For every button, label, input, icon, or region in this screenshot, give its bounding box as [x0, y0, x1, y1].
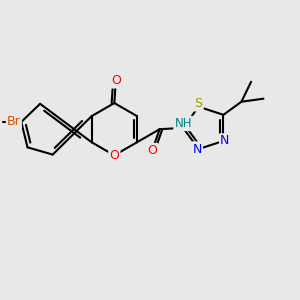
Text: O: O: [147, 144, 157, 157]
Text: O: O: [111, 74, 121, 87]
Text: N: N: [220, 134, 230, 148]
Text: S: S: [194, 97, 202, 110]
Text: O: O: [110, 149, 119, 162]
Text: Br: Br: [7, 116, 21, 128]
Text: NH: NH: [174, 117, 192, 130]
Text: N: N: [192, 142, 202, 155]
